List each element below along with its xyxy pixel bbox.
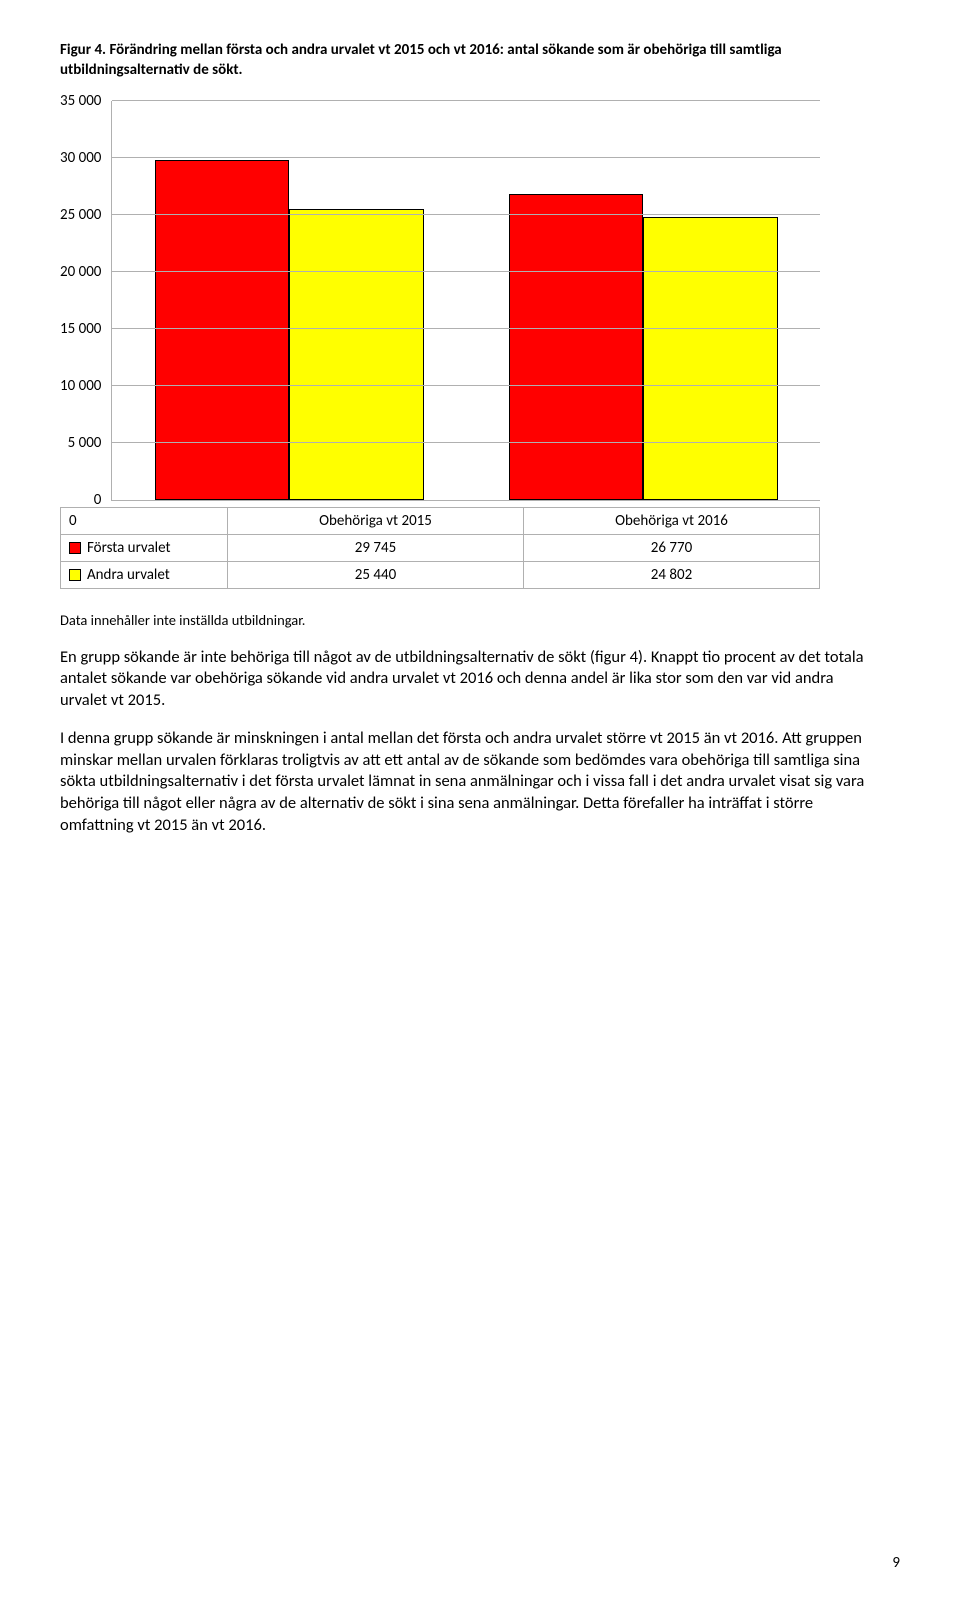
gridline xyxy=(112,385,820,386)
table-row: Första urvalet 29 745 26 770 xyxy=(61,534,820,561)
bar xyxy=(289,209,423,499)
bar xyxy=(509,194,643,499)
bar xyxy=(155,160,289,499)
data-cell: 26 770 xyxy=(524,534,820,561)
zero-cell: 0 xyxy=(61,507,228,534)
footnote: Data innehåller inte inställda utbildnin… xyxy=(60,611,900,629)
chart-data-table: 0 Obehöriga vt 2015 Obehöriga vt 2016 Fö… xyxy=(60,507,820,589)
bar-chart: 35 00030 00025 00020 00015 00010 0005 00… xyxy=(60,101,820,501)
category-header: Obehöriga vt 2016 xyxy=(524,507,820,534)
table-row: Andra urvalet 25 440 24 802 xyxy=(61,561,820,588)
page-number: 9 xyxy=(892,1554,900,1572)
table-header-row: 0 Obehöriga vt 2015 Obehöriga vt 2016 xyxy=(61,507,820,534)
bar-group xyxy=(112,101,466,500)
bar-group xyxy=(466,101,820,500)
category-header: Obehöriga vt 2015 xyxy=(228,507,524,534)
plot-area xyxy=(111,101,820,501)
body-paragraph: En grupp sökande är inte behöriga till n… xyxy=(60,647,870,712)
data-cell: 24 802 xyxy=(524,561,820,588)
series-label-cell: Andra urvalet xyxy=(61,561,228,588)
legend-swatch-icon xyxy=(69,542,81,554)
series-name: Första urvalet xyxy=(87,539,171,557)
gridline xyxy=(112,328,820,329)
series-label-cell: Första urvalet xyxy=(61,534,228,561)
gridline xyxy=(112,157,820,158)
data-cell: 25 440 xyxy=(228,561,524,588)
data-cell: 29 745 xyxy=(228,534,524,561)
gridline xyxy=(112,100,820,101)
series-name: Andra urvalet xyxy=(87,566,170,584)
gridline xyxy=(112,214,820,215)
figure-caption: Figur 4. Förändring mellan första och an… xyxy=(60,40,840,81)
gridline xyxy=(112,271,820,272)
gridline xyxy=(112,442,820,443)
body-paragraph: I denna grupp sökande är minskningen i a… xyxy=(60,728,870,837)
bar xyxy=(643,217,777,500)
legend-swatch-icon xyxy=(69,569,81,581)
y-axis: 35 00030 00025 00020 00015 00010 0005 00… xyxy=(60,101,111,501)
